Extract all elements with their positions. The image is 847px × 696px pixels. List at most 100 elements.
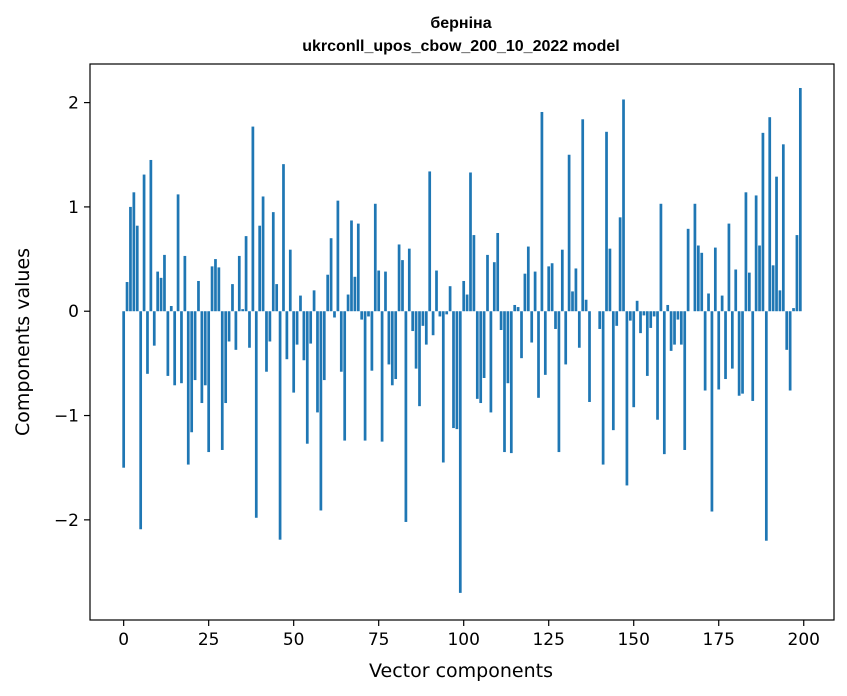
bar-96 bbox=[448, 286, 452, 312]
bar-33 bbox=[234, 311, 238, 350]
bar-148 bbox=[625, 311, 629, 486]
bar-113 bbox=[506, 311, 510, 384]
bar-180 bbox=[734, 269, 738, 312]
bar-144 bbox=[611, 311, 615, 431]
bar-36 bbox=[244, 236, 248, 312]
bar-132 bbox=[571, 291, 574, 312]
bar-28 bbox=[217, 267, 221, 312]
bar-58 bbox=[319, 311, 323, 511]
bar-129 bbox=[560, 249, 564, 312]
bar-67 bbox=[350, 220, 353, 312]
bar-171 bbox=[703, 311, 707, 391]
x-axis-label: Vector components bbox=[369, 660, 553, 682]
bar-135 bbox=[581, 119, 585, 312]
bar-83 bbox=[404, 311, 408, 522]
bar-179 bbox=[730, 311, 734, 369]
bar-134 bbox=[577, 311, 581, 348]
bar-103 bbox=[472, 235, 476, 312]
bar-161 bbox=[669, 311, 673, 351]
bar-109 bbox=[492, 262, 496, 312]
bar-50 bbox=[292, 311, 296, 393]
bar-6 bbox=[142, 174, 146, 312]
bar-65 bbox=[343, 311, 347, 441]
x-tick-label: 150 bbox=[617, 630, 649, 650]
bar-85 bbox=[411, 311, 415, 332]
bar-74 bbox=[373, 203, 377, 312]
bar-184 bbox=[747, 272, 751, 312]
bar-159 bbox=[662, 311, 666, 455]
bar-198 bbox=[795, 235, 799, 312]
bar-149 bbox=[628, 311, 632, 321]
bar-105 bbox=[479, 311, 483, 404]
bar-104 bbox=[475, 311, 479, 399]
bar-153 bbox=[642, 311, 646, 316]
bar-193 bbox=[778, 290, 782, 312]
bar-77 bbox=[384, 271, 387, 312]
x-tick-label: 25 bbox=[198, 630, 220, 650]
bar-54 bbox=[305, 311, 309, 444]
bar-79 bbox=[390, 311, 394, 386]
bar-48 bbox=[285, 311, 289, 360]
bar-10 bbox=[156, 271, 160, 312]
bar-121 bbox=[533, 271, 537, 312]
bar-16 bbox=[176, 194, 180, 312]
bar-100 bbox=[462, 280, 466, 312]
bar-90 bbox=[428, 171, 432, 312]
bar-168 bbox=[693, 203, 697, 312]
bar-61 bbox=[329, 238, 333, 312]
bar-142 bbox=[605, 131, 608, 312]
bar-91 bbox=[431, 311, 435, 336]
bar-56 bbox=[312, 290, 316, 312]
bar-84 bbox=[407, 248, 411, 312]
bar-70 bbox=[360, 311, 364, 320]
bar-18 bbox=[183, 255, 187, 312]
bar-189 bbox=[764, 311, 768, 541]
bar-195 bbox=[785, 311, 789, 350]
bar-187 bbox=[758, 245, 761, 312]
bar-107 bbox=[486, 254, 489, 312]
bar-178 bbox=[727, 223, 731, 312]
x-tick-label: 125 bbox=[532, 630, 564, 650]
x-tick-label: 0 bbox=[118, 630, 129, 650]
bar-98 bbox=[455, 311, 459, 430]
bar-150 bbox=[632, 311, 636, 408]
bar-183 bbox=[744, 192, 748, 312]
bar-19 bbox=[186, 311, 190, 465]
bar-24 bbox=[203, 311, 207, 386]
bar-53 bbox=[302, 311, 306, 361]
y-axis-label: Components values bbox=[12, 248, 34, 436]
bar-130 bbox=[564, 311, 568, 365]
x-tick-label: 175 bbox=[703, 630, 735, 650]
bar-140 bbox=[598, 311, 602, 329]
bar-166 bbox=[686, 228, 690, 312]
bar-188 bbox=[761, 132, 765, 312]
bar-185 bbox=[751, 311, 755, 401]
bar-170 bbox=[700, 252, 704, 312]
bar-71 bbox=[363, 311, 367, 441]
bar-22 bbox=[197, 280, 200, 312]
bar-182 bbox=[741, 311, 744, 394]
bar-51 bbox=[295, 311, 299, 345]
bar-131 bbox=[567, 154, 571, 312]
bar-30 bbox=[224, 311, 228, 404]
bar-126 bbox=[550, 263, 554, 312]
bar-57 bbox=[316, 311, 319, 413]
bar-169 bbox=[696, 245, 700, 312]
bar-133 bbox=[574, 268, 578, 312]
bar-47 bbox=[282, 164, 285, 312]
bar-41 bbox=[261, 196, 265, 312]
bars-group bbox=[122, 87, 802, 593]
bar-164 bbox=[679, 311, 683, 345]
bar-69 bbox=[356, 223, 360, 312]
bar-8 bbox=[149, 159, 153, 312]
bar-3 bbox=[132, 192, 136, 312]
bar-106 bbox=[482, 311, 486, 378]
bar-112 bbox=[503, 311, 506, 453]
bar-39 bbox=[254, 311, 258, 518]
bar-60 bbox=[326, 274, 330, 312]
bar-52 bbox=[299, 295, 302, 312]
bar-145 bbox=[615, 311, 619, 326]
bar-151 bbox=[635, 300, 639, 312]
bar-75 bbox=[377, 270, 381, 312]
bar-115 bbox=[513, 304, 517, 312]
